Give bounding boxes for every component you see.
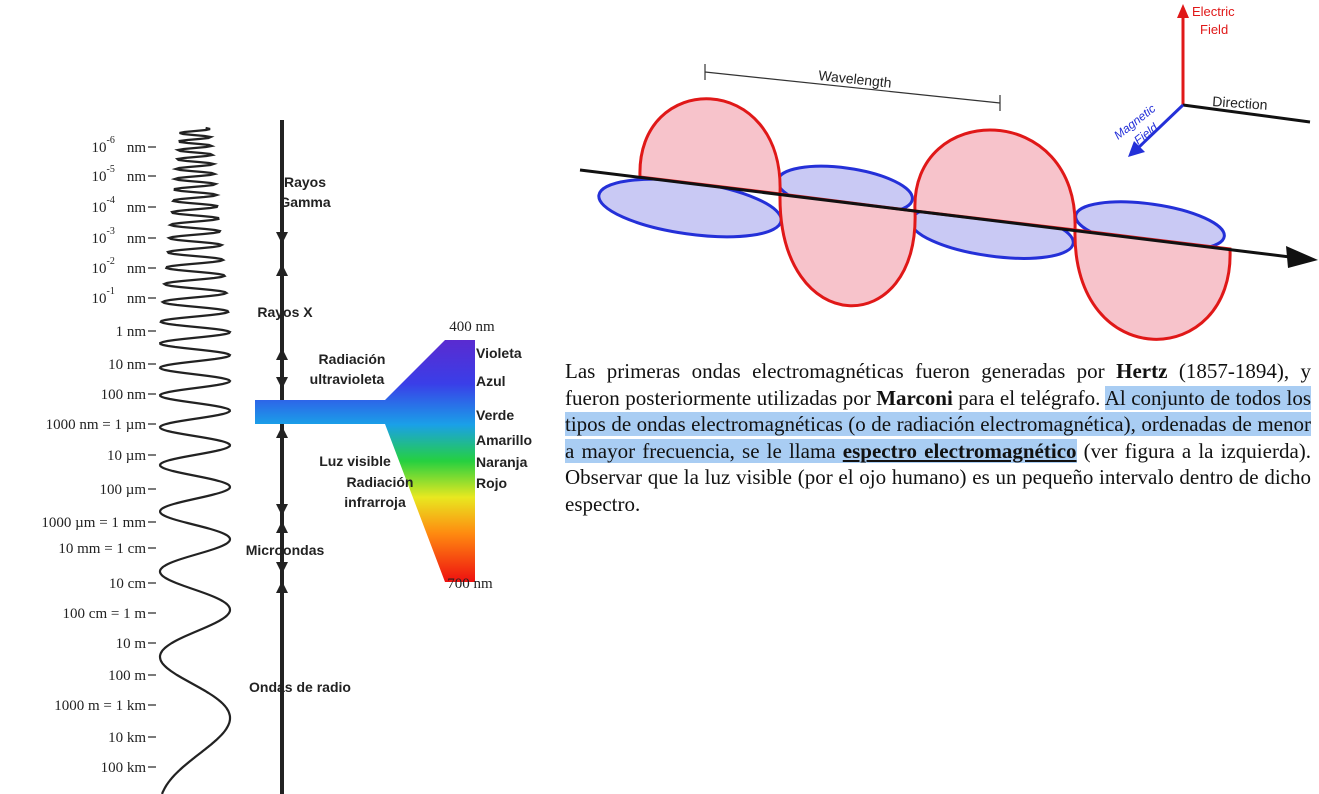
- band-arrowhead: [276, 504, 288, 516]
- band-label: Radiación: [347, 474, 414, 490]
- scale-label: 100 cm = 1 m: [63, 606, 147, 622]
- scale-exponent: -1: [106, 286, 114, 297]
- scale-label: 100 km: [101, 760, 147, 776]
- wave-squiggle: [160, 128, 230, 794]
- scale-label: 10-1 nm: [91, 286, 146, 307]
- color-label: Amarillo: [476, 432, 532, 448]
- scale-label: 10 km: [108, 730, 146, 746]
- electric-lobe: [780, 194, 915, 306]
- band-label: Rayos: [284, 174, 326, 190]
- scale-label: 10 mm = 1 cm: [58, 541, 146, 557]
- band-label: Gamma: [279, 194, 331, 210]
- electric-field-label: Electric: [1192, 4, 1235, 19]
- color-label: Violeta: [476, 345, 522, 361]
- page: Espectro electromagnético { "spectrum": …: [0, 0, 1319, 794]
- scale-base: 10: [91, 291, 106, 307]
- band-arrowhead: [276, 581, 288, 593]
- page-body: 10-6nm10-5nm10-4nm10-3nm10-2nm10-1nm1 nm…: [0, 0, 1319, 794]
- scale-unit: nm: [127, 231, 147, 247]
- scale-unit: nm: [127, 140, 147, 156]
- scale-label: 10-2 nm: [91, 256, 146, 277]
- scale-exponent: -6: [106, 135, 114, 146]
- paragraph-segment: Hertz: [1116, 359, 1167, 383]
- band-label: Radiación: [319, 351, 386, 367]
- color-label: Azul: [476, 373, 506, 389]
- scale-base: 10: [91, 140, 106, 156]
- scale-unit: nm: [127, 291, 147, 307]
- band-arrowhead: [276, 264, 288, 276]
- scale-base: 10: [91, 231, 106, 247]
- axis-arrowhead: [1286, 246, 1318, 268]
- visible-top: 400 nm: [449, 319, 495, 335]
- color-label: Naranja: [476, 454, 528, 470]
- scale-label: 1000 nm = 1 µm: [46, 417, 147, 433]
- color-label: Rojo: [476, 475, 507, 491]
- paragraph-segment: para el telégrafo.: [953, 386, 1105, 410]
- paragraph-segment: Marconi: [876, 386, 953, 410]
- band-label: ultravioleta: [310, 371, 385, 387]
- electric-field-label: Field: [1200, 22, 1228, 37]
- scale-label: 1 nm: [116, 324, 147, 340]
- em-wave: [580, 4, 1318, 339]
- scale-base: 10: [91, 200, 106, 216]
- electric-arrowhead: [1177, 4, 1189, 18]
- visible-bottom: 700 nm: [447, 576, 493, 592]
- scale-exponent: -4: [106, 195, 114, 206]
- paragraph-segment: espectro electromagnético: [843, 439, 1077, 463]
- band-arrowhead: [276, 348, 288, 360]
- scale-unit: nm: [127, 261, 147, 277]
- scale-label: 10-3 nm: [91, 226, 146, 247]
- scale-exponent: -2: [106, 256, 114, 267]
- band-arrowhead: [276, 377, 288, 389]
- scale-unit: nm: [127, 200, 147, 216]
- scale-label: 100 µm: [99, 482, 146, 498]
- scale-label: 10 µm: [107, 448, 146, 464]
- color-label: Verde: [476, 407, 514, 423]
- scale-label: 100 m: [108, 668, 146, 684]
- scale-label: 10 cm: [109, 576, 146, 592]
- scale-label: 1000 m = 1 km: [54, 698, 146, 714]
- band-label: Ondas de radio: [249, 679, 351, 695]
- wavelength-label: Wavelength: [818, 67, 893, 91]
- band-arrowhead: [276, 562, 288, 574]
- paragraph: Las primeras ondas electromagnéticas fue…: [565, 358, 1311, 517]
- band-arrowhead: [276, 232, 288, 244]
- scale-label: 10-5 nm: [91, 164, 146, 185]
- band-arrowhead: [276, 426, 288, 438]
- scale-base: 10: [91, 169, 106, 185]
- scale-label: 10-4 nm: [91, 195, 146, 216]
- band-label: Luz visible: [319, 453, 391, 469]
- band-arrowhead: [276, 521, 288, 533]
- band-label: infrarroja: [344, 494, 406, 510]
- scale-exponent: -5: [106, 164, 114, 175]
- band-label: Rayos X: [257, 304, 313, 320]
- paragraph-segment: Las primeras ondas electromagnéticas fue…: [565, 359, 1116, 383]
- scale-label: 10-6 nm: [91, 135, 146, 156]
- scale-exponent: -3: [106, 226, 114, 237]
- scale-base: 10: [91, 261, 106, 277]
- scale-label: 100 nm: [101, 387, 147, 403]
- scale-label: 10 m: [116, 636, 147, 652]
- band-label: Microondas: [246, 542, 325, 558]
- scale-unit: nm: [127, 169, 147, 185]
- scale-label: 1000 µm = 1 mm: [41, 515, 146, 531]
- scale-label: 10 nm: [108, 357, 146, 373]
